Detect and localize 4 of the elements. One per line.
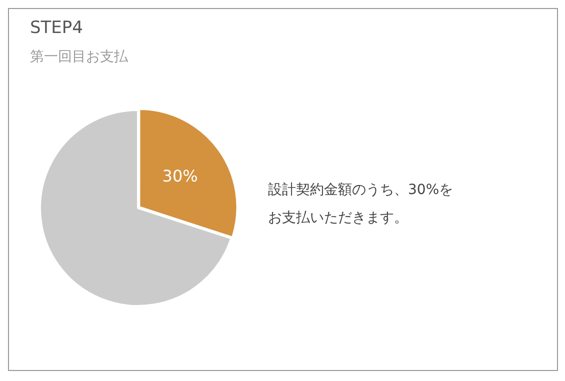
chart-title: STEP4 bbox=[30, 18, 83, 38]
data-label: 30% bbox=[162, 166, 198, 186]
chart-subtitle: 第一回目お支払 bbox=[30, 48, 128, 66]
text: 設計契約金額のうち、30%をお支払いただきます。 bbox=[268, 181, 454, 228]
